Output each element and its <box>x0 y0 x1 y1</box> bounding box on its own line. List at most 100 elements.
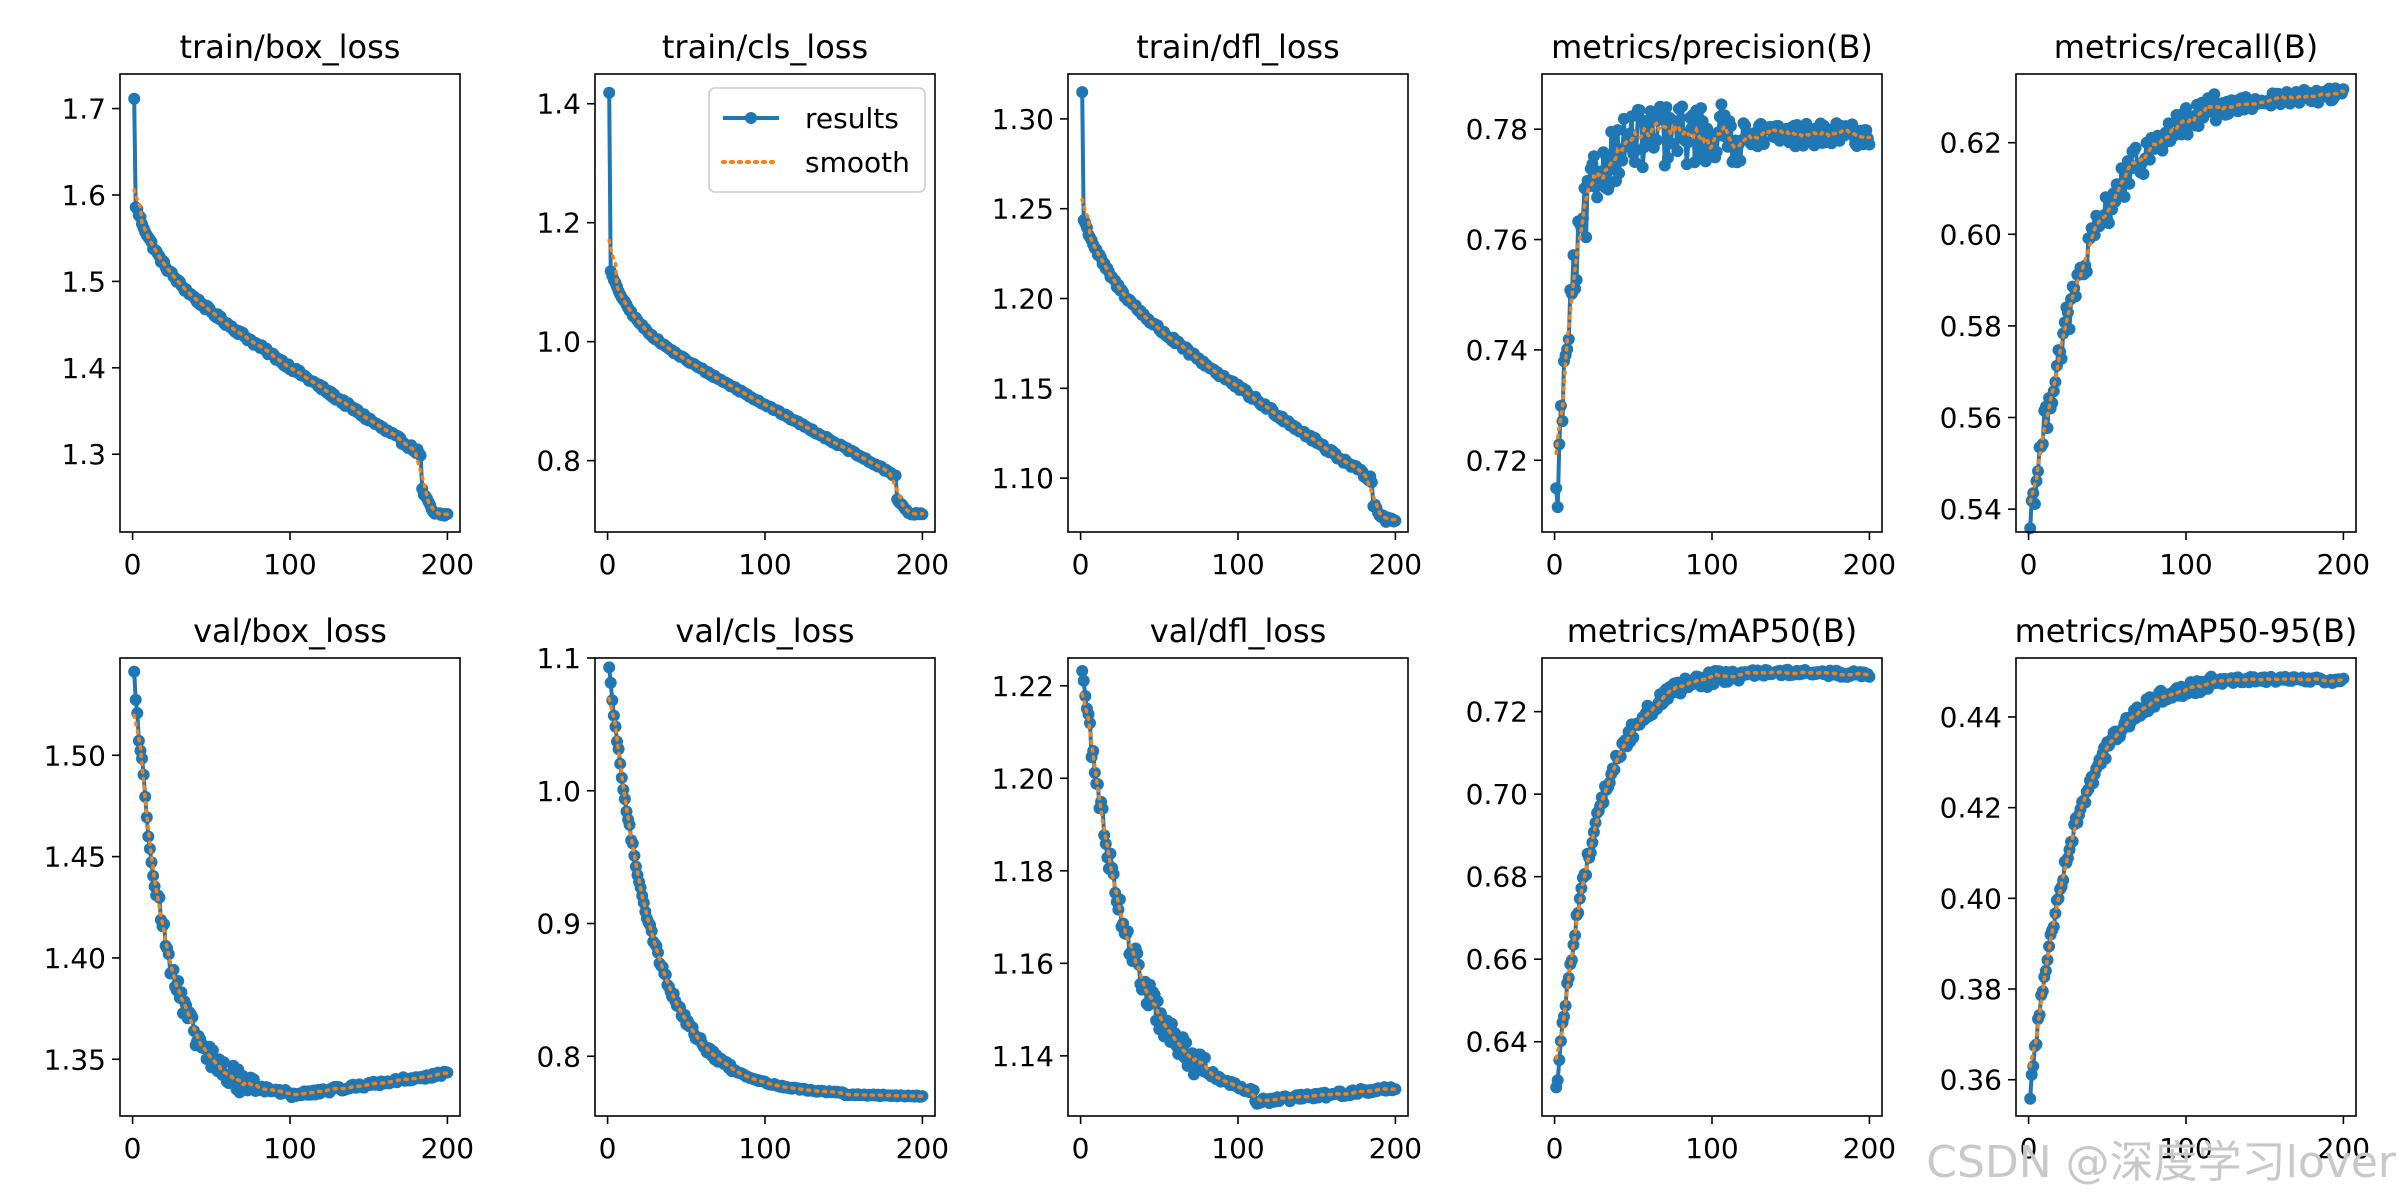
x-tick-label: 0 <box>2020 548 2038 581</box>
results-line <box>2028 86 2346 529</box>
results-point <box>175 986 188 999</box>
x-tick-label: 100 <box>263 1132 316 1165</box>
y-tick-label: 0.8 <box>536 1040 581 1073</box>
results-point <box>603 86 616 99</box>
x-tick-label: 100 <box>738 548 791 581</box>
results-line <box>132 671 448 1100</box>
results-point <box>1715 98 1728 111</box>
x-tick-label: 0 <box>124 548 142 581</box>
results-point <box>1661 152 1674 164</box>
smooth-line <box>1080 197 1398 522</box>
x-tick-label: 200 <box>1369 548 1422 581</box>
subplot-9: metrics/mAP50-95(B) 0 100 200 0.36 0.38 0.40 0.… <box>1940 612 2370 1165</box>
x-tick-label: 100 <box>2159 1132 2212 1165</box>
results-point <box>1863 670 1876 683</box>
x-tick-label: 0 <box>1072 1132 1090 1165</box>
x-tick-label: 0 <box>1546 548 1564 581</box>
results-point <box>414 449 427 462</box>
results-point <box>1660 101 1673 114</box>
subplot-7: val/dfl_loss 0 100 200 1.14 1.16 1.18 1.20 1.22 <box>992 612 1422 1165</box>
results-point <box>1187 1068 1200 1081</box>
y-tick-label: 1.15 <box>992 372 1054 405</box>
results-point <box>206 1044 219 1057</box>
y-tick-label: 1.18 <box>992 855 1054 888</box>
y-tick-label: 1.30 <box>992 103 1054 136</box>
y-tick-label: 0.74 <box>1466 334 1528 367</box>
results-line <box>607 667 924 1099</box>
x-tick-label: 200 <box>1843 1132 1896 1165</box>
results-point <box>2102 217 2115 230</box>
x-tick-label: 0 <box>1072 548 1090 581</box>
results-line <box>1080 670 1396 1106</box>
y-tick-label: 1.6 <box>61 179 106 212</box>
x-tick-label: 200 <box>1369 1132 1422 1165</box>
x-tick-label: 100 <box>1211 548 1264 581</box>
y-tick-label: 0.56 <box>1940 402 2002 435</box>
y-tick-label: 1.10 <box>992 462 1054 495</box>
axes-frame <box>119 657 461 1117</box>
y-tick-label: 1.4 <box>536 88 581 121</box>
results-line <box>132 98 448 518</box>
legend-box <box>708 87 926 193</box>
results-point <box>2181 128 2194 141</box>
results-point <box>1247 1084 1260 1097</box>
x-tick-label: 100 <box>2159 548 2212 581</box>
subplot-8: metrics/mAP50(B) 0 100 200 0.64 0.66 0.68 0.70 0… <box>1466 612 1896 1165</box>
x-tick-label: 200 <box>896 548 949 581</box>
results-point <box>1682 136 1695 149</box>
results-point <box>1701 122 1714 135</box>
results-point <box>1600 150 1613 163</box>
results-point <box>617 783 630 796</box>
results-point <box>2123 177 2136 190</box>
y-tick-label: 1.22 <box>992 670 1054 703</box>
results-point <box>603 661 616 674</box>
y-tick-label: 1.4 <box>61 352 106 385</box>
results-point <box>609 720 622 733</box>
y-tick-label: 0.62 <box>1940 127 2002 160</box>
results-line <box>1554 102 1872 510</box>
y-tick-label: 1.0 <box>536 326 581 359</box>
y-tick-label: 1.40 <box>44 942 106 975</box>
subplot-title: val/cls_loss <box>675 612 854 650</box>
y-tick-label: 1.50 <box>44 739 106 772</box>
results-point <box>145 856 158 869</box>
smooth-line <box>1554 119 1872 456</box>
results-point <box>1633 104 1646 117</box>
subplot-5: val/box_loss 0 100 200 1.35 1.40 1.45 1.50 <box>44 612 474 1165</box>
results-point <box>1554 399 1567 412</box>
legend-smooth-label: smooth <box>805 146 910 179</box>
results-point <box>1685 122 1698 135</box>
smooth-line <box>2028 89 2346 504</box>
watermark: CSDN @深度学习lover <box>1926 1137 2396 1188</box>
subplot-title: metrics/recall(B) <box>2054 28 2319 66</box>
results-point <box>1580 231 1593 244</box>
y-tick-label: 0.38 <box>1940 973 2002 1006</box>
results-point <box>1550 482 1563 495</box>
y-tick-label: 0.9 <box>536 908 581 941</box>
results-point <box>1650 134 1663 147</box>
legend-results-label: results <box>805 102 899 135</box>
results-point <box>1613 167 1626 180</box>
subplot-title: train/cls_loss <box>662 28 868 66</box>
y-tick-label: 0.72 <box>1466 444 1528 477</box>
results-point <box>618 793 631 805</box>
subplot-1: train/cls_loss 0 100 200 0.8 1.0 1.2 1.4 results… <box>536 28 949 581</box>
x-tick-label: 200 <box>421 1132 474 1165</box>
y-tick-label: 0.70 <box>1466 778 1528 811</box>
results-point <box>1559 999 1572 1012</box>
results-point <box>2036 985 2049 998</box>
y-tick-label: 1.20 <box>992 283 1054 316</box>
results-point <box>1671 145 1684 158</box>
results-point <box>1551 501 1564 514</box>
results-point <box>1710 145 1723 158</box>
results-point <box>128 665 141 678</box>
subplot-title: train/dfl_loss <box>1136 28 1340 66</box>
x-tick-label: 0 <box>1546 1132 1564 1165</box>
axes-frame <box>119 73 461 533</box>
y-tick-label: 0.40 <box>1940 882 2002 915</box>
results-point <box>1113 893 1126 906</box>
results-point <box>1553 438 1566 451</box>
y-tick-label: 1.2 <box>536 207 581 240</box>
y-tick-label: 0.54 <box>1940 493 2002 526</box>
